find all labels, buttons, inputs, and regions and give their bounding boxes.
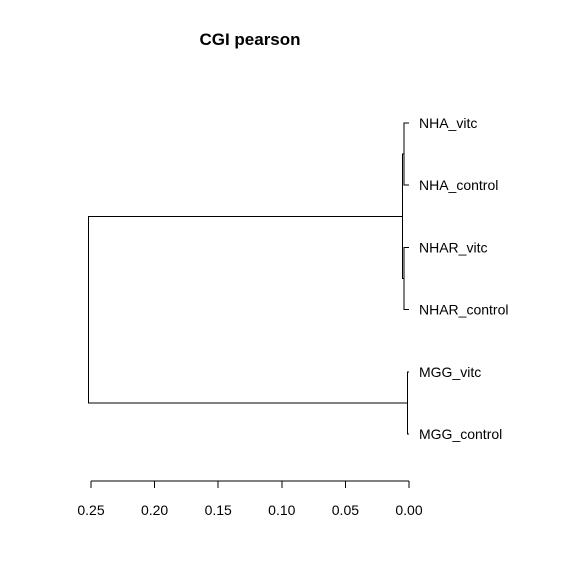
x-axis: 0.25 0.20 0.15 0.10 0.05 0.00 <box>77 480 423 518</box>
leaf-label: NHA_control <box>419 177 498 193</box>
axis-tick-label: 0.15 <box>205 502 232 518</box>
axis-tick-label: 0.25 <box>77 502 104 518</box>
chart-title: CGI pearson <box>199 30 300 49</box>
axis-tick-label: 0.05 <box>332 502 359 518</box>
dendrogram-branches <box>87 122 409 435</box>
dendrogram-branch <box>403 122 409 186</box>
dendrogram-branch <box>407 371 409 435</box>
axis-tick-label: 0.10 <box>268 502 295 518</box>
dendrogram-branch <box>87 215 408 404</box>
axis-tick-label: 0.00 <box>395 502 422 518</box>
dendrogram-branch <box>403 246 409 311</box>
leaf-label: MGG_vitc <box>419 364 481 380</box>
leaf-label: NHAR_vitc <box>419 239 487 255</box>
leaf-label: MGG_control <box>419 426 502 442</box>
leaf-labels: NHA_vitc NHA_control NHAR_vitc NHAR_control… <box>419 115 508 442</box>
leaf-label: NHA_vitc <box>419 115 477 131</box>
axis-tick-label: 0.20 <box>141 502 168 518</box>
leaf-label: NHAR_control <box>419 302 508 318</box>
